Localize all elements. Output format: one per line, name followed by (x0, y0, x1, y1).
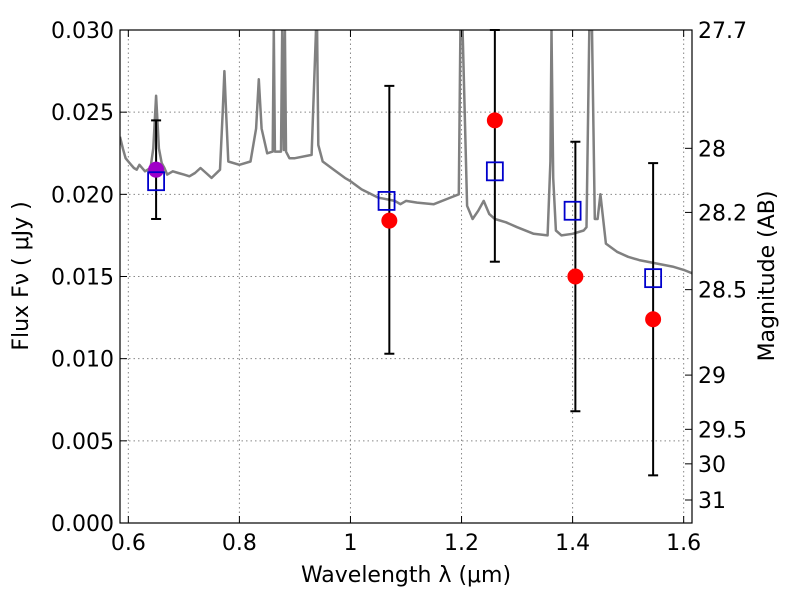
y-tick-label: 0.025 (51, 101, 114, 126)
observed-point (381, 212, 398, 229)
y2-tick-label: 28.2 (698, 201, 747, 226)
x-tick-label: 1.2 (444, 531, 479, 556)
y2-tick-label: 31 (698, 489, 726, 514)
observed-point (645, 311, 662, 328)
y-axis: 0.000 0.005 0.010 0.015 0.020 0.025 0.030 (51, 19, 127, 537)
y2-axis-label: Magnitude (AB) (755, 191, 780, 362)
y-tick-label: 0.005 (51, 430, 114, 455)
model-band-series (147, 161, 663, 289)
model-band-square (377, 191, 396, 211)
observed-point (567, 268, 584, 285)
model-band-square (147, 171, 165, 192)
x-tick-label: 0.6 (111, 531, 146, 556)
sed-line (120, 30, 692, 275)
x-tick-label: 1.6 (666, 531, 701, 556)
model-band-square (644, 268, 663, 289)
observed-point (148, 161, 165, 178)
y-tick-label: 0.010 (51, 348, 114, 373)
y-tick-label: 0.015 (51, 266, 114, 291)
y2-tick-label: 28.5 (698, 279, 747, 304)
y2-axis: 27.7 28 28.2 28.5 29 29.5 30 31 (685, 19, 747, 514)
y-axis-label: Flux Fν ( μJy ) (9, 201, 34, 350)
y-tick-label: 0.020 (51, 183, 114, 208)
sed-series (120, 30, 692, 275)
y-tick-label: 0.000 (51, 512, 114, 537)
observed-series (148, 112, 662, 328)
x-tick-label: 1.4 (555, 531, 590, 556)
y2-tick-label: 29.5 (698, 418, 747, 443)
x-axis-label: Wavelength λ (μm) (301, 563, 511, 588)
x-tick-label: 0.8 (222, 531, 257, 556)
x-tick-label: 1 (343, 531, 357, 556)
model-band-square (485, 161, 504, 182)
y-tick-label: 0.030 (51, 19, 114, 44)
y2-tick-label: 28 (698, 137, 726, 162)
y2-tick-label: 27.7 (698, 19, 747, 44)
y2-tick-label: 29 (698, 364, 726, 389)
y2-tick-label: 30 (698, 453, 726, 478)
model-band-square (563, 200, 582, 221)
x-axis: 0.6 0.8 1 1.2 1.4 1.6 (111, 30, 701, 556)
observed-point (486, 112, 503, 129)
